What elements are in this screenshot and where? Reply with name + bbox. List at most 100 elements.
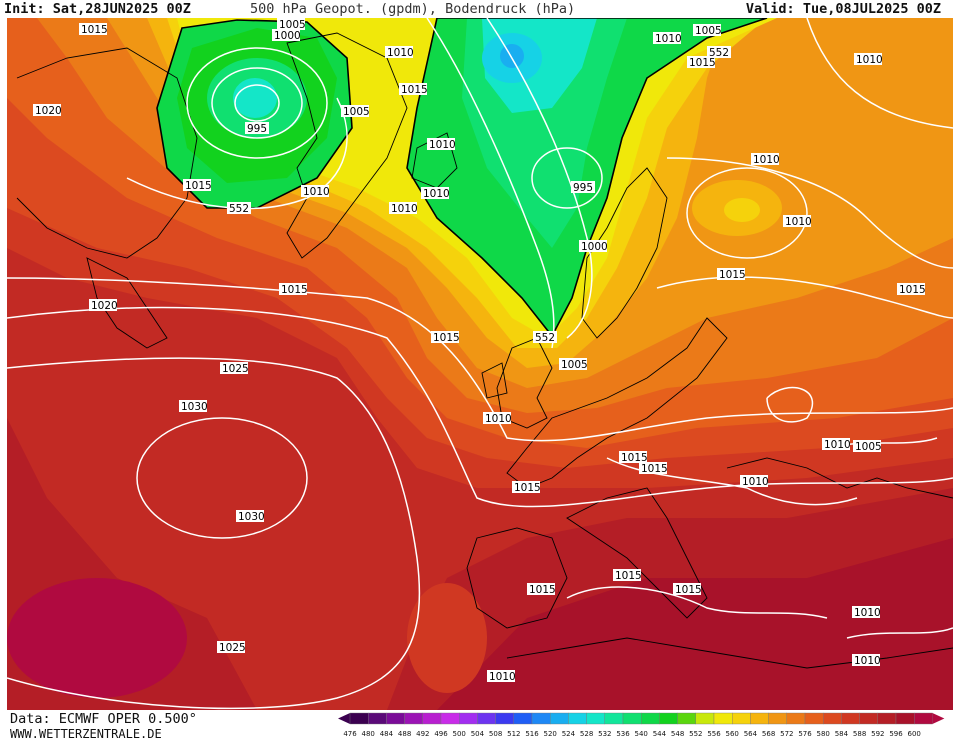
color-scale-ticks: 476 480 484 488 492 496 500 504 508 512 516 520 524 5… bbox=[343, 730, 921, 738]
scale-tick-label: 588 bbox=[853, 730, 866, 738]
header-bar: Init: Sat,28JUN2025 00Z 500 hPa Geopot. … bbox=[0, 0, 959, 18]
scale-color-box bbox=[349, 712, 369, 725]
scale-tick-label: 496 bbox=[434, 730, 448, 738]
isobar-label: 1015 bbox=[431, 331, 460, 344]
scale-color-box bbox=[877, 712, 897, 725]
svg-text:1020: 1020 bbox=[35, 105, 62, 117]
isobar-label: 1015 bbox=[512, 481, 541, 494]
scale-tick-label: 536 bbox=[616, 730, 630, 738]
isobar-label: 1005 bbox=[853, 440, 882, 453]
map-title: 500 hPa Geopot. (gpdm), Bodendruck (hPa) bbox=[250, 1, 576, 17]
svg-text:1010: 1010 bbox=[423, 188, 450, 200]
svg-text:1015: 1015 bbox=[401, 84, 428, 96]
field-high-core-inner bbox=[724, 198, 760, 222]
svg-text:1010: 1010 bbox=[742, 476, 769, 488]
svg-text:1015: 1015 bbox=[899, 284, 926, 296]
scale-color-box bbox=[677, 712, 697, 725]
svg-text:1005: 1005 bbox=[279, 19, 306, 31]
scale-color-box bbox=[895, 712, 915, 725]
svg-text:1025: 1025 bbox=[219, 642, 246, 654]
scale-tick-label: 484 bbox=[380, 730, 394, 738]
svg-text:1000: 1000 bbox=[581, 241, 608, 253]
svg-text:1000: 1000 bbox=[274, 30, 301, 42]
scale-arrow-right bbox=[932, 713, 945, 724]
svg-text:1010: 1010 bbox=[429, 139, 456, 151]
isobar-label: 1010 bbox=[427, 138, 456, 151]
svg-text:995: 995 bbox=[247, 123, 267, 135]
svg-text:1010: 1010 bbox=[856, 54, 883, 66]
isobar-label: 1015 bbox=[619, 451, 648, 464]
field-532-low bbox=[233, 78, 277, 118]
svg-text:1005: 1005 bbox=[561, 359, 588, 371]
scale-color-box bbox=[859, 712, 878, 725]
isobar-label: 1000 bbox=[272, 29, 301, 42]
scale-color-box bbox=[713, 712, 733, 725]
isobar-label: 1010 bbox=[487, 670, 516, 683]
scale-tick-label: 556 bbox=[707, 730, 721, 738]
isobar-label: 1005 bbox=[559, 358, 588, 371]
scale-tick-label: 512 bbox=[507, 730, 520, 738]
scale-color-box bbox=[477, 712, 496, 725]
data-source: Data: ECMWF OPER 0.500° bbox=[10, 711, 197, 727]
svg-text:1015: 1015 bbox=[719, 269, 746, 281]
scale-tick-label: 596 bbox=[889, 730, 903, 738]
isobar-label: 1030 bbox=[179, 400, 208, 413]
scale-color-box bbox=[386, 712, 405, 725]
scale-tick-label: 524 bbox=[562, 730, 576, 738]
scale-color-box bbox=[422, 712, 442, 725]
scale-color-box bbox=[404, 712, 423, 725]
scale-color-box bbox=[586, 712, 606, 725]
scale-tick-label: 600 bbox=[908, 730, 921, 738]
scale-tick-label: 488 bbox=[398, 730, 411, 738]
scale-tick-label: 592 bbox=[871, 730, 884, 738]
scale-tick-label: 540 bbox=[635, 730, 648, 738]
isobar-label: 1025 bbox=[220, 362, 249, 375]
scale-color-box bbox=[659, 712, 678, 725]
isobar-label: 1010 bbox=[783, 215, 812, 228]
svg-text:1015: 1015 bbox=[615, 570, 642, 582]
isobar-label: 1000 bbox=[579, 240, 608, 253]
isobar-label: 1005 bbox=[277, 18, 306, 31]
scale-color-box bbox=[786, 712, 806, 725]
scale-tick-label: 480 bbox=[362, 730, 375, 738]
svg-text:1010: 1010 bbox=[303, 186, 330, 198]
scale-tick-label: 584 bbox=[835, 730, 849, 738]
scale-tick-label: 528 bbox=[580, 730, 593, 738]
color-scale-boxes bbox=[338, 712, 945, 725]
isobar-label: 1015 bbox=[183, 179, 212, 192]
isobar-label: 1030 bbox=[236, 510, 265, 523]
scale-tick-label: 544 bbox=[653, 730, 667, 738]
isobar-label: 1015 bbox=[79, 23, 108, 36]
scale-color-box bbox=[641, 712, 660, 725]
svg-text:1005: 1005 bbox=[855, 441, 882, 453]
svg-text:995: 995 bbox=[573, 182, 593, 194]
svg-text:1010: 1010 bbox=[824, 439, 851, 451]
svg-text:552: 552 bbox=[229, 203, 249, 215]
scale-color-box bbox=[440, 712, 460, 725]
isobar-label: 995 bbox=[571, 181, 595, 194]
scale-tick-label: 568 bbox=[762, 730, 775, 738]
isobar-label: 1025 bbox=[217, 641, 246, 654]
isobar-label: 1005 bbox=[341, 105, 370, 118]
isobar-label: 1015 bbox=[279, 283, 308, 296]
isobar-label: 1010 bbox=[852, 654, 881, 667]
valid-time: Valid: Tue,08JUL2025 00Z bbox=[745, 1, 941, 17]
svg-text:1010: 1010 bbox=[387, 47, 414, 59]
scale-tick-label: 560 bbox=[726, 730, 739, 738]
svg-text:1015: 1015 bbox=[185, 180, 212, 192]
scale-tick-label: 492 bbox=[416, 730, 429, 738]
isobar-label: 1015 bbox=[639, 462, 668, 475]
svg-text:1020: 1020 bbox=[91, 300, 118, 312]
isobar-label: 1005 bbox=[693, 24, 722, 37]
isobar-label: 1010 bbox=[740, 475, 769, 488]
svg-text:1015: 1015 bbox=[81, 24, 108, 36]
isobar-label: 1015 bbox=[673, 583, 702, 596]
isobar-label: 552 bbox=[533, 331, 557, 344]
isobar-label: 1015 bbox=[613, 569, 642, 582]
svg-text:1015: 1015 bbox=[689, 57, 716, 69]
scale-color-box bbox=[495, 712, 515, 725]
scale-color-box bbox=[841, 712, 860, 725]
scale-color-box bbox=[531, 712, 551, 725]
isobar-label: 1015 bbox=[399, 83, 428, 96]
weather-map: 1015 1005 1000 1010 1015 1010 1020 995 1… bbox=[7, 18, 953, 710]
